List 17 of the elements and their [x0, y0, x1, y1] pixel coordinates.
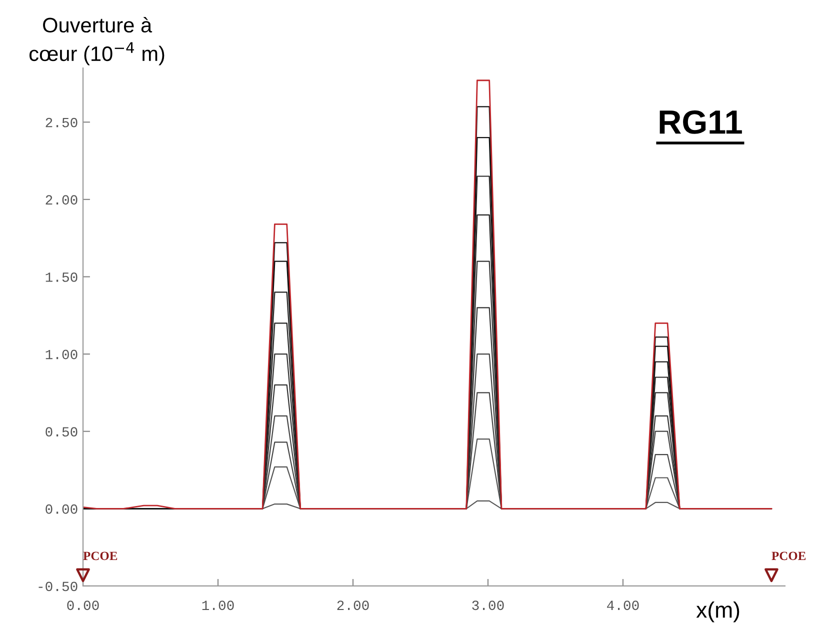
- x-axis-title: x(m): [696, 602, 740, 622]
- x-tick-label: 0.00: [67, 600, 99, 610]
- x-tick-label: 3.00: [472, 600, 504, 610]
- x-tick-label: 1.00: [202, 600, 234, 610]
- annotation: PCOE: [83, 552, 118, 560]
- y-tick-label: 2.00: [46, 195, 78, 205]
- y-tick-label: 0.00: [46, 504, 78, 514]
- x-tick-label: 2.00: [337, 600, 369, 610]
- annotation: PCOE: [772, 552, 806, 560]
- y-tick-label: 2.50: [46, 118, 78, 128]
- y-tick-label: 1.00: [46, 350, 78, 360]
- x-tick-label: 4.00: [607, 600, 639, 610]
- text: RG11: [660, 110, 742, 134]
- y-axis-title: Ouverture à cœur (10$^{−4}$ m): [30, 17, 164, 66]
- y-tick-label: 1.50: [46, 272, 78, 282]
- y-tick-label: 0.50: [46, 427, 78, 437]
- y-tick-label: -0.50: [38, 582, 78, 592]
